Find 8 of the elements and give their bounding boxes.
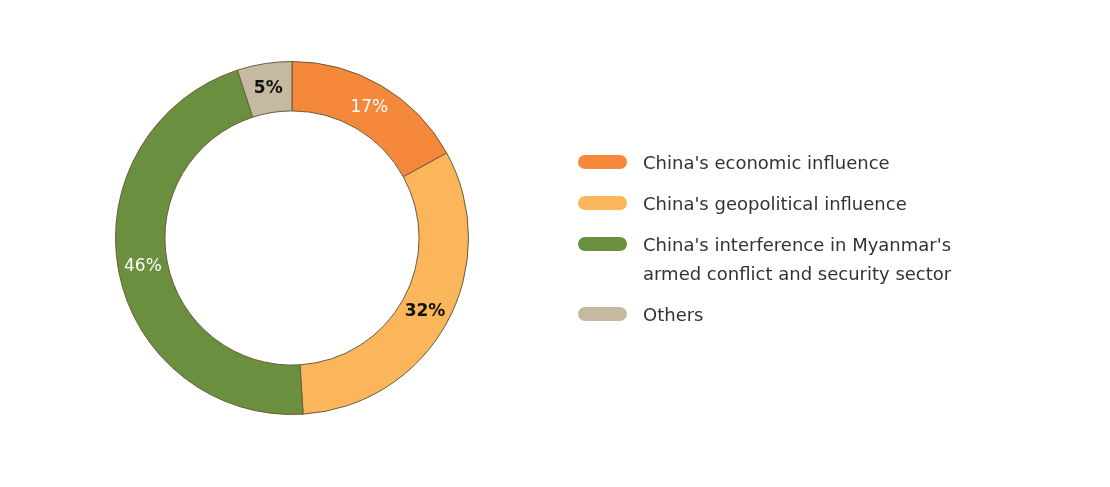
legend-label: China's economic influence <box>643 151 890 175</box>
data-label: 32% <box>404 299 446 320</box>
data-label: 5% <box>253 76 283 97</box>
legend-label: China's interference in Myanmar's armed conflict and security sector <box>643 233 953 286</box>
legend-label: China's geopolitical influence <box>643 192 907 216</box>
data-label: 46% <box>124 254 162 275</box>
legend-label: Others <box>643 303 704 327</box>
data-label: 17% <box>350 95 389 116</box>
